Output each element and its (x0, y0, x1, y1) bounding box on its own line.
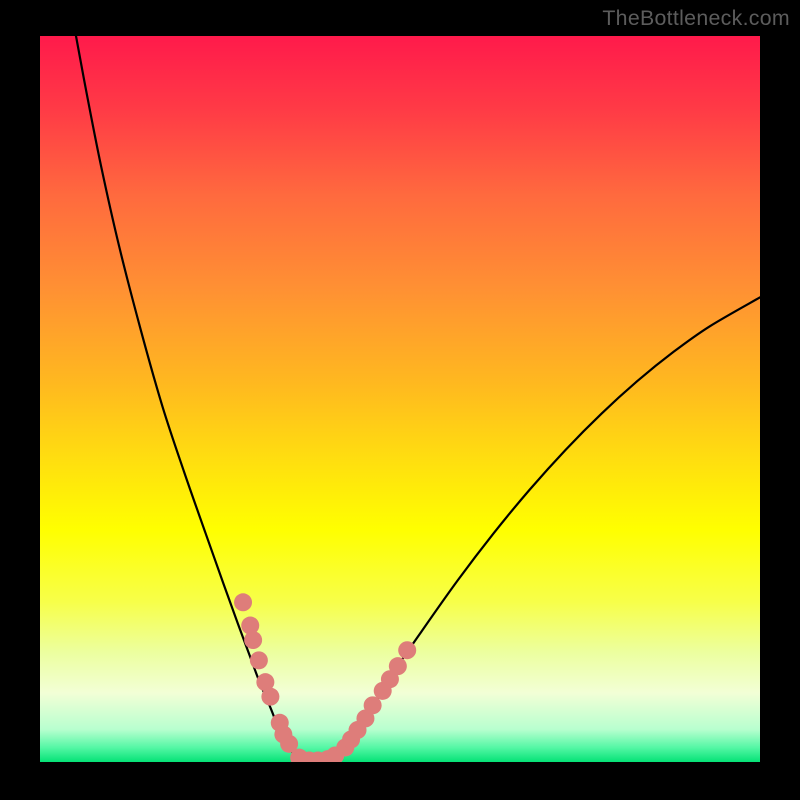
overlay-dot (244, 631, 262, 649)
overlay-dot (250, 651, 268, 669)
overlay-dot (398, 641, 416, 659)
overlay-dot (389, 657, 407, 675)
watermark-text: TheBottleneck.com (602, 6, 790, 31)
overlay-dot (261, 688, 279, 706)
overlay-dot (234, 593, 252, 611)
bottleneck-curve-plot (40, 36, 760, 762)
overlay-dot (364, 696, 382, 714)
chart-frame: TheBottleneck.com (0, 0, 800, 800)
